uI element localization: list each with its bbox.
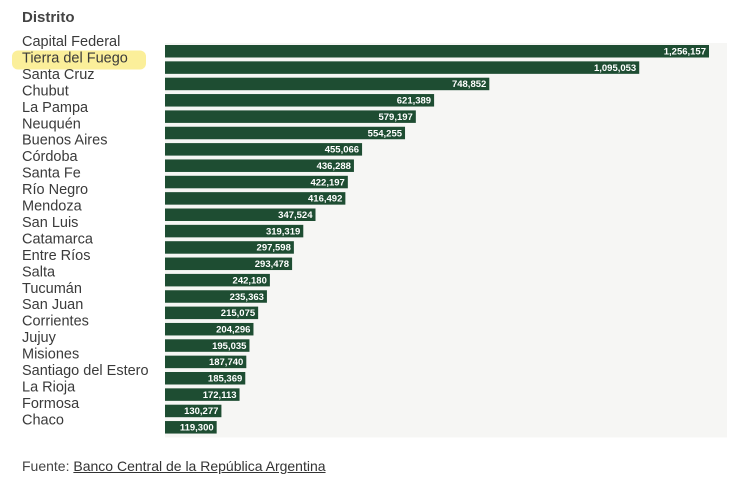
category-label: Santiago del Estero <box>22 363 149 379</box>
category-label: Neuquén <box>22 116 81 132</box>
source-footer: Fuente: Banco Central de la República Ar… <box>22 458 326 474</box>
bar <box>165 322 254 336</box>
bar <box>165 355 247 369</box>
source-link[interactable]: Banco Central de la República Argentina <box>73 458 326 474</box>
value-label: 436,288 <box>317 161 351 172</box>
bar <box>165 421 217 434</box>
value-label: 195,035 <box>212 341 247 352</box>
value-label: 215,075 <box>221 308 256 319</box>
plot-background <box>165 43 727 438</box>
value-label: 185,369 <box>208 374 242 385</box>
value-label: 319,319 <box>266 226 300 237</box>
category-label: Chaco <box>22 412 64 428</box>
category-label: Jujuy <box>22 330 57 346</box>
value-label: 204,296 <box>216 324 250 335</box>
value-label: 455,066 <box>325 145 359 156</box>
category-label: Chubut <box>22 83 69 99</box>
category-label: Capital Federal <box>22 34 120 50</box>
bar <box>165 224 304 238</box>
category-label: Formosa <box>22 396 80 412</box>
category-label: Buenos Aires <box>22 133 107 149</box>
category-label: Mendoza <box>22 199 83 215</box>
value-label: 235,363 <box>230 292 264 303</box>
category-label: Córdoba <box>22 149 79 165</box>
bar <box>165 339 250 352</box>
category-label: Santa Cruz <box>22 67 95 83</box>
value-label: 554,255 <box>368 128 403 139</box>
category-label: La Rioja <box>22 379 76 395</box>
value-label: 416,492 <box>308 194 342 205</box>
column-header: Distrito <box>22 9 75 26</box>
bar <box>165 159 354 172</box>
value-label: 172,113 <box>203 390 237 401</box>
category-label: Catamarca <box>22 231 94 247</box>
bar <box>165 45 709 58</box>
highlight-marker <box>12 50 146 70</box>
category-label: San Luis <box>22 215 78 231</box>
value-label: 293,478 <box>255 259 289 270</box>
category-label: Santa Fe <box>22 166 81 182</box>
category-label: Río Negro <box>22 182 88 198</box>
category-label: Corrientes <box>22 314 89 330</box>
value-label: 748,852 <box>452 79 486 90</box>
value-label: 297,598 <box>257 243 291 254</box>
bar <box>165 208 316 221</box>
bar <box>165 372 246 385</box>
value-label: 1,095,053 <box>594 63 636 74</box>
bar <box>165 126 406 140</box>
bar <box>165 143 363 156</box>
bar-chart: Capital Federal 1,256,157 Tierra del Fuego… <box>12 34 727 438</box>
category-label: La Pampa <box>22 100 89 116</box>
value-label: 119,300 <box>180 423 214 434</box>
bar <box>165 388 240 401</box>
category-label: Salta <box>22 264 56 280</box>
category-label: San Juan <box>22 297 83 313</box>
bar <box>165 273 270 287</box>
bar <box>165 404 222 418</box>
value-label: 1,256,157 <box>664 47 706 58</box>
bar <box>165 290 267 303</box>
bar <box>165 77 490 91</box>
bar <box>165 306 259 320</box>
bar <box>165 94 435 107</box>
bar <box>165 192 346 205</box>
value-label: 130,277 <box>184 406 218 417</box>
category-label: Tucumán <box>22 281 82 297</box>
value-label: 242,180 <box>233 275 267 286</box>
value-label: 621,389 <box>397 96 431 107</box>
value-label: 187,740 <box>209 357 243 368</box>
bar <box>165 175 348 189</box>
source-prefix: Fuente: <box>22 458 74 474</box>
category-label: Tierra del Fuego <box>22 50 128 66</box>
bar <box>165 61 640 74</box>
bar <box>165 110 416 123</box>
category-label: Misiones <box>22 347 79 363</box>
value-label: 579,197 <box>378 112 412 123</box>
bar <box>165 257 293 271</box>
value-label: 347,524 <box>278 210 313 221</box>
value-label: 422,197 <box>310 177 344 188</box>
bar <box>165 241 294 254</box>
category-label: Entre Ríos <box>22 248 91 264</box>
